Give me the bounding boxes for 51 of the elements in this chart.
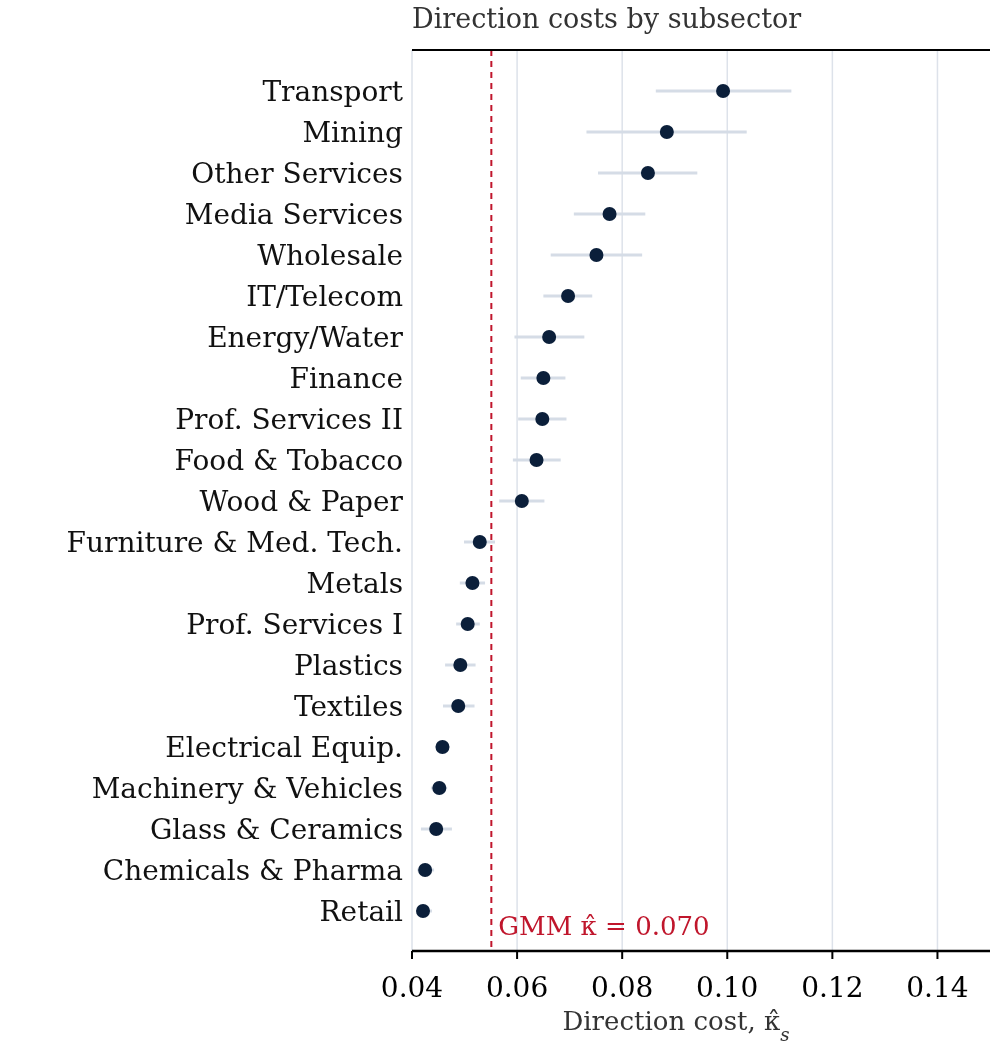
point (536, 371, 551, 385)
y-tick-label: Electrical Equip. (165, 731, 403, 764)
point (659, 125, 674, 139)
y-tick-label: Media Services (184, 198, 403, 231)
y-tick-label: Textiles (294, 690, 403, 723)
point (453, 658, 468, 672)
point (589, 248, 604, 262)
y-tick-label: Finance (289, 362, 403, 395)
point (451, 699, 466, 713)
y-tick-label: Other Services (191, 157, 403, 190)
y-tick-label: Wood & Paper (199, 485, 404, 518)
point (435, 740, 450, 754)
y-tick-label: Glass & Ceramics (149, 813, 403, 846)
point (465, 576, 480, 590)
point (429, 822, 444, 836)
y-tick-label: Plastics (293, 649, 403, 682)
point (529, 453, 544, 467)
y-tick-label: IT/Telecom (246, 280, 403, 313)
x-tick-label: 0.06 (485, 971, 549, 1004)
point (514, 494, 529, 508)
x-tick-label: 0.10 (696, 971, 759, 1004)
point (716, 84, 731, 98)
y-tick-label: Mining (302, 116, 404, 149)
y-tick-label: Retail (319, 895, 404, 928)
x-tick-label: 0.12 (801, 971, 864, 1004)
point (602, 207, 617, 221)
point (561, 289, 576, 303)
y-tick-label: Energy/Water (207, 321, 404, 354)
y-tick-label: Chemicals & Pharma (102, 854, 403, 887)
y-tick-label: Food & Tobacco (174, 444, 403, 477)
point (542, 330, 557, 344)
x-tick-label: 0.08 (591, 971, 654, 1004)
point (460, 617, 475, 631)
x-axis-title: Direction cost, κ̂$_{s}$ (562, 1006, 790, 1045)
y-tick-label: Prof. Services II (175, 403, 403, 436)
x-tick-label: 0.04 (380, 971, 444, 1004)
y-tick-label: Metals (306, 567, 403, 600)
y-tick-label: Transport (262, 75, 404, 108)
y-tick-label: Wholesale (257, 239, 403, 272)
point (472, 535, 487, 549)
point (416, 904, 431, 918)
point (418, 863, 433, 877)
x-tick-label: 0.14 (906, 971, 969, 1004)
point (535, 412, 550, 426)
point (432, 781, 447, 795)
y-tick-label: Prof. Services I (186, 608, 403, 641)
chart-title: Direction costs by subsector (412, 3, 802, 34)
y-tick-label: Furniture & Med. Tech. (66, 526, 403, 559)
point (640, 166, 655, 180)
annotation: GMM κ̂ = 0.070 (498, 911, 710, 941)
y-tick-label: Machinery & Vehicles (91, 772, 403, 805)
